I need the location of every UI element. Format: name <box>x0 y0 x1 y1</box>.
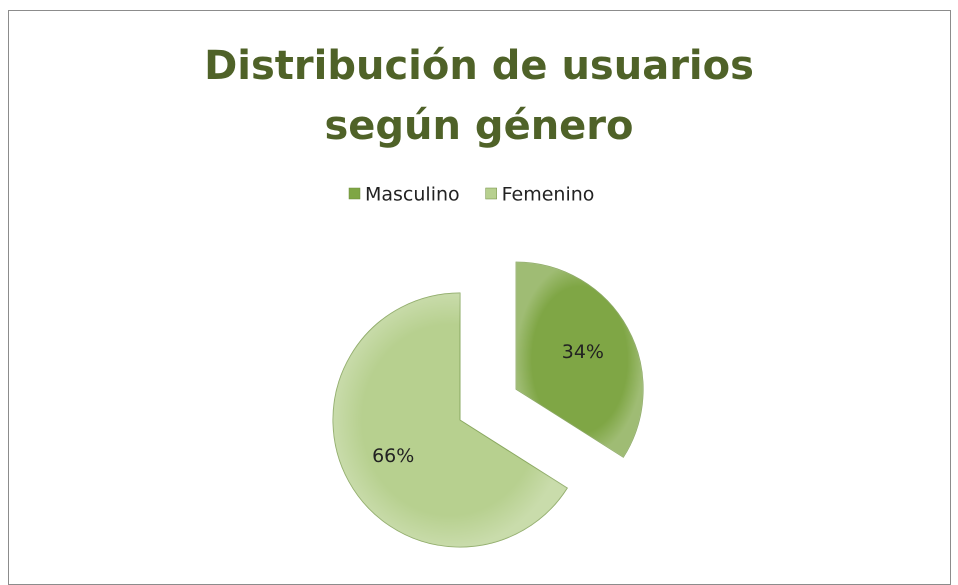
chart-title: Distribución de usuarios según género <box>204 43 754 149</box>
legend-label: Femenino <box>502 184 595 206</box>
data-label: 34% <box>562 341 604 363</box>
legend-swatch <box>348 187 361 200</box>
legend-swatch <box>485 187 497 200</box>
legend-label: Masculino <box>365 184 460 206</box>
data-label: 66% <box>372 445 414 467</box>
